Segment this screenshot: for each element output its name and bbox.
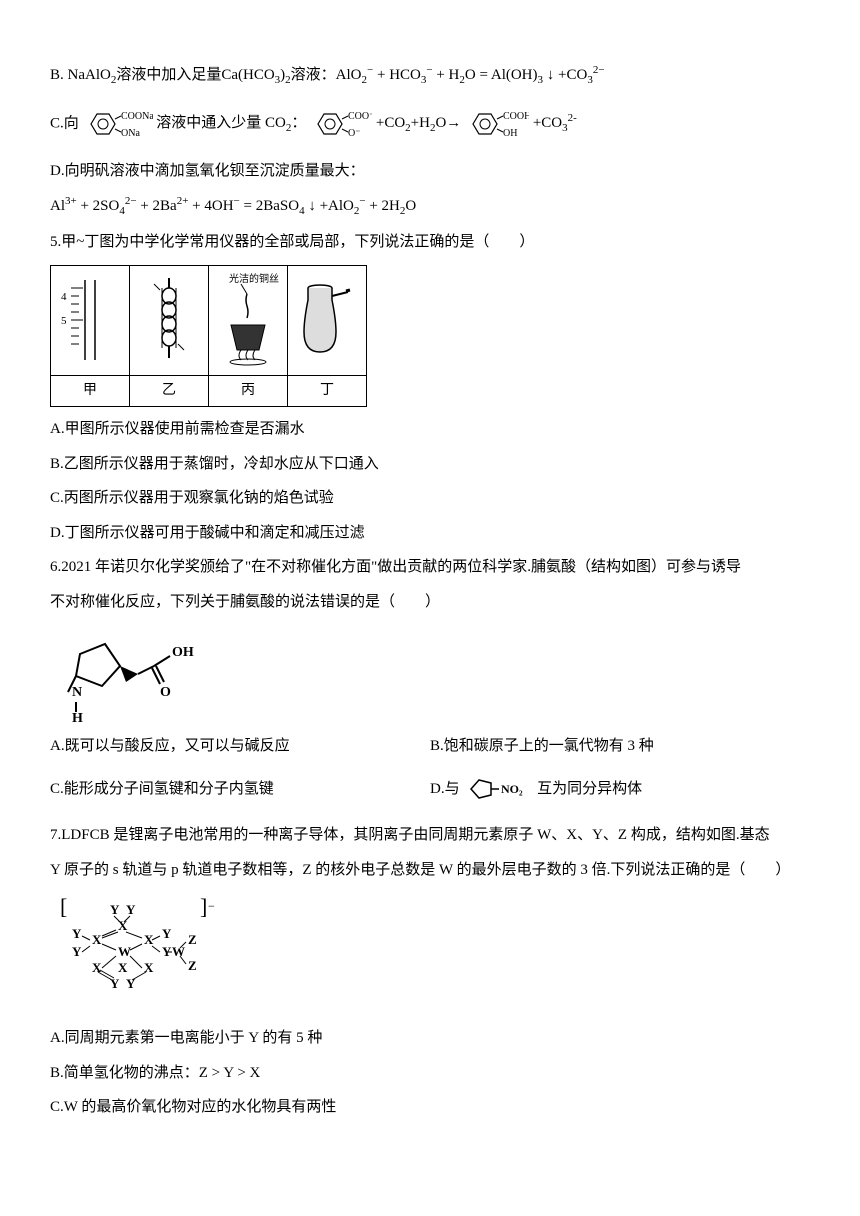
proline-structure-icon: N H OH O: [50, 624, 810, 724]
svg-text:W: W: [172, 944, 185, 959]
svg-text:[: [: [60, 894, 67, 919]
svg-text:Z: Z: [188, 932, 197, 947]
q6-opt-a: A.既可以与酸反应，又可以与碱反应: [50, 732, 430, 761]
svg-text:W: W: [118, 944, 131, 959]
option-b: B. NaAlO2溶液中加入足量Ca(HCO3)2溶液：AlO2− + HCO3…: [50, 60, 810, 91]
q7-stem2: Y 原子的 s 轨道与 p 轨道电子数相等，Z 的核外电子总数是 W 的最外层电…: [50, 856, 810, 885]
cyclopentane-no2-icon: NO₂: [463, 775, 533, 803]
q5-opt-a: A.甲图所示仪器使用前需检查是否漏水: [50, 415, 810, 444]
apparatus-jia: 4 5: [51, 265, 130, 375]
benzene-coona-icon: COONa ONa: [83, 105, 153, 143]
svg-text:X: X: [118, 918, 128, 933]
q5-stem: 5.甲~丁图为中学化学常用仪器的全部或局部，下列说法正确的是（ ）: [50, 228, 810, 257]
svg-text:COO⁻: COO⁻: [348, 111, 372, 122]
benzene-coo-icon: COO⁻ O⁻: [310, 105, 372, 143]
svg-text:OH: OH: [172, 645, 194, 660]
option-c-prefix: C.向: [50, 115, 79, 131]
svg-text:O⁻: O⁻: [348, 128, 361, 139]
option-c-end: +CO32-: [533, 115, 577, 131]
svg-text:ONa: ONa: [121, 128, 140, 139]
q6-opt-c: C.能形成分子间氢键和分子内氢键: [50, 775, 430, 804]
q6-options-row2: C.能形成分子间氢键和分子内氢键 D.与 NO₂ 互为同分异构体: [50, 775, 810, 804]
svg-text:Y: Y: [126, 902, 136, 917]
svg-text:COOH: COOH: [503, 111, 529, 122]
q5-opt-b: B.乙图所示仪器用于蒸馏时，冷却水应从下口通入: [50, 450, 810, 479]
label-bing: 丙: [209, 375, 288, 407]
q5-opt-d: D.丁图所示仪器可用于酸碱中和滴定和减压过滤: [50, 519, 810, 548]
q7-opt-a: A.同周期元素第一电离能小于 Y 的有 5 种: [50, 1024, 810, 1053]
q6-opt-d-suffix: 互为同分异构体: [537, 781, 642, 797]
label-yi: 乙: [130, 375, 209, 407]
svg-text:N: N: [72, 685, 82, 700]
option-c-mid: 溶液中通入少量 CO2：: [156, 115, 306, 131]
q7-opt-c: C.W 的最高价氧化物对应的水化物具有两性: [50, 1093, 810, 1122]
svg-text:Y: Y: [72, 944, 82, 959]
q6-opt-d: D.与 NO₂ 互为同分异构体: [430, 775, 810, 804]
svg-text:−: −: [208, 899, 215, 913]
svg-text:Y: Y: [110, 976, 120, 991]
svg-text:X: X: [92, 960, 102, 975]
svg-text:5: 5: [61, 315, 67, 327]
svg-text:4: 4: [61, 291, 67, 303]
copper-wire-label: 光洁的铜丝: [229, 272, 279, 285]
svg-text:X: X: [118, 960, 128, 975]
q7-opt-b: B.简单氢化物的沸点：Z > Y > X: [50, 1059, 810, 1088]
svg-text:NO₂: NO₂: [501, 782, 523, 796]
option-b-text: B. NaAlO2溶液中加入足量Ca(HCO3)2溶液：AlO2− + HCO3…: [50, 67, 605, 83]
apparatus-bing: 光洁的铜丝: [209, 265, 288, 375]
q7-stem1: 7.LDFCB 是锂离子电池常用的一种离子导体，其阴离子由同周期元素原子 W、X…: [50, 821, 810, 850]
svg-text:Z: Z: [188, 958, 197, 973]
q6-stem2: 不对称催化反应，下列关于脯氨酸的说法错误的是（ ）: [50, 588, 810, 617]
q6-options-row1: A.既可以与酸反应，又可以与碱反应 B.饱和碳原子上的一氯代物有 3 种: [50, 732, 810, 761]
svg-text:Y: Y: [72, 926, 82, 941]
q6-opt-d-prefix: D.与: [430, 781, 460, 797]
q6-stem1: 6.2021 年诺贝尔化学奖颁给了"在不对称催化方面"做出贡献的两位科学家.脯氨…: [50, 553, 810, 582]
svg-text:OH: OH: [503, 128, 517, 139]
option-c: C.向 COONa ONa 溶液中通入少量 CO2： COO⁻ O⁻ +CO2+…: [50, 105, 810, 143]
svg-text:O: O: [160, 685, 171, 700]
svg-text:]: ]: [200, 894, 207, 919]
svg-text:Y: Y: [110, 902, 120, 917]
option-d-line1: D.向明矾溶液中滴加氢氧化钡至沉淀质量最大：: [50, 157, 810, 186]
ldfcb-structure-icon: [ ] − Y Y X X X Y Y X X W Y Y X Y Y W Z …: [50, 894, 810, 1014]
option-d-equation: Al3+ + 2SO42− + 2Ba2+ + 4OH− = 2BaSO4 ↓ …: [50, 191, 810, 222]
svg-text:Y: Y: [162, 926, 172, 941]
benzene-cooh-icon: COOH OH: [465, 105, 529, 143]
svg-text:H: H: [72, 711, 83, 724]
q6-opt-b: B.饱和碳原子上的一氯代物有 3 种: [430, 732, 810, 761]
apparatus-yi: [130, 265, 209, 375]
apparatus-ding: [288, 265, 367, 375]
label-jia: 甲: [51, 375, 130, 407]
apparatus-table: 4 5: [50, 265, 367, 408]
q5-opt-c: C.丙图所示仪器用于观察氯化钠的焰色试验: [50, 484, 810, 513]
svg-text:X: X: [92, 932, 102, 947]
label-ding: 丁: [288, 375, 367, 407]
option-c-plus: +CO2+H2O→: [376, 115, 461, 131]
svg-text:COONa: COONa: [121, 111, 153, 122]
